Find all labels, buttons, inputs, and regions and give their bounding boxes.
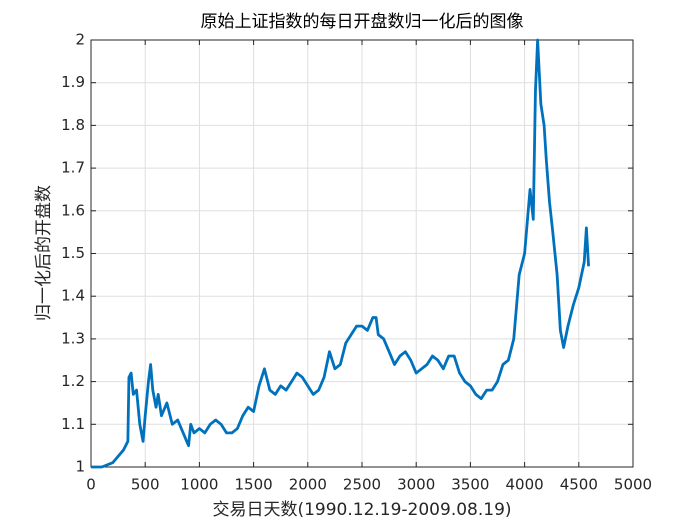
y-axis-label: 归一化后的开盘数 — [34, 185, 54, 321]
x-tick-label: 4500 — [560, 476, 598, 494]
axes-box — [90, 39, 634, 468]
y-tick-label: 1.6 — [61, 201, 85, 219]
x-axis-label: 交易日天数(1990.12.19-2009.08.19) — [212, 500, 511, 520]
y-tick-label: 1.7 — [61, 159, 85, 177]
y-tick-label: 1.5 — [61, 244, 85, 262]
x-tick-label: 1000 — [180, 476, 218, 494]
x-tick-label: 5000 — [614, 476, 652, 494]
x-tick-label: 1500 — [235, 476, 273, 494]
x-tick-label: 2000 — [289, 476, 327, 494]
x-tick-label: 4000 — [506, 476, 544, 494]
x-tick-label: 3000 — [397, 476, 435, 494]
x-tick-label: 2500 — [343, 476, 381, 494]
x-tick-label: 3500 — [451, 476, 489, 494]
y-tick-label: 2 — [75, 31, 85, 49]
data-line — [91, 38, 590, 469]
chart-title: 原始上证指数的每日开盘数归一化后的图像 — [201, 12, 524, 32]
y-tick-label: 1.1 — [61, 415, 85, 433]
y-tick-label: 1.2 — [61, 372, 85, 390]
y-tick-label: 1.8 — [61, 116, 85, 134]
y-tick-label: 1.4 — [61, 287, 85, 305]
x-tick-label: 500 — [131, 476, 160, 494]
x-tick-label: 0 — [86, 476, 96, 494]
y-tick-label: 1.3 — [61, 329, 85, 347]
y-tick-label: 1.9 — [61, 73, 85, 91]
y-tick-label: 1 — [75, 458, 85, 476]
